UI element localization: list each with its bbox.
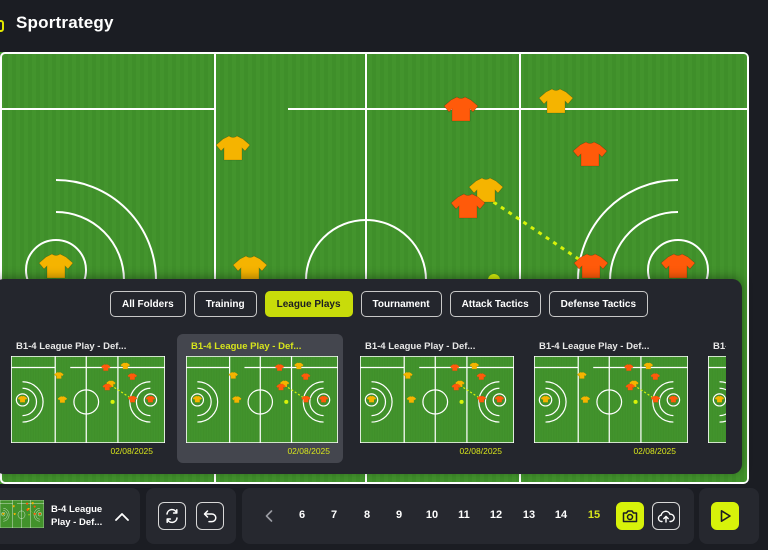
camera-button[interactable] — [616, 502, 644, 530]
cloud-upload-icon — [657, 510, 675, 523]
app-header: Sportrategy — [0, 0, 768, 48]
page-8[interactable]: 8 — [363, 509, 371, 521]
undo-icon — [203, 510, 217, 523]
play-card[interactable]: B1-4 League Play - Def... 02/08/2025 — [523, 334, 689, 463]
page-13[interactable]: 13 — [522, 509, 536, 521]
play-title: B1-4 League Play - Def... — [539, 341, 650, 352]
current-play-name: B-4 League Play - Def... — [51, 504, 103, 528]
play-list: B1-4 League Play - Def... 02/08/2025 B1-… — [0, 334, 726, 464]
play-date: 02/08/2025 — [459, 446, 502, 456]
current-play-thumbnail — [0, 500, 44, 528]
play-card[interactable]: B1-4 League Play - Def... 02/08/2025 — [0, 334, 166, 463]
play-thumbnail — [11, 356, 165, 443]
play-title: B1-4 League Play - Def... — [16, 341, 127, 352]
play-thumbnail — [360, 356, 514, 443]
tab-attack-tactics[interactable]: Attack Tactics — [449, 291, 541, 317]
play-thumbnail — [186, 356, 338, 443]
chevron-up-icon[interactable] — [113, 507, 131, 525]
play-title: B1-4 League Play - Def... — [365, 341, 476, 352]
logo-icon — [0, 20, 4, 32]
undo-button[interactable] — [196, 502, 224, 530]
chevron-left-icon[interactable] — [261, 507, 277, 525]
tab-training[interactable]: Training — [193, 291, 257, 317]
play-thumbnail — [534, 356, 688, 443]
page-9[interactable]: 9 — [395, 509, 403, 521]
tab-tournament[interactable]: Tournament — [360, 291, 442, 317]
play-icon — [720, 510, 731, 522]
play-title: B1- — [713, 341, 726, 352]
page-12[interactable]: 12 — [489, 509, 503, 521]
upload-button[interactable] — [652, 502, 680, 530]
play-card-selected[interactable]: B1-4 League Play - Def... 02/08/2025 — [177, 334, 343, 463]
play-date: 02/08/2025 — [633, 446, 676, 456]
swap-icon — [166, 508, 178, 524]
tab-all-folders[interactable]: All Folders — [110, 291, 186, 317]
play-title: B1-4 League Play - Def... — [191, 341, 302, 352]
page-10[interactable]: 10 — [425, 509, 439, 521]
action-box — [146, 488, 236, 544]
page-14[interactable]: 14 — [554, 509, 568, 521]
folder-tabs: All Folders Training League Plays Tourna… — [110, 291, 649, 317]
page-11[interactable]: 11 — [458, 509, 470, 521]
page-7[interactable]: 7 — [330, 509, 338, 521]
swap-button[interactable] — [158, 502, 186, 530]
app-title: Sportrategy — [16, 13, 114, 32]
camera-icon — [622, 510, 638, 523]
tab-defense-tactics[interactable]: Defense Tactics — [548, 291, 649, 317]
play-card[interactable]: B1-4 League Play - Def... 02/08/2025 — [349, 334, 515, 463]
page-6[interactable]: 6 — [298, 509, 306, 521]
right-edge — [752, 48, 768, 484]
tab-league-plays[interactable]: League Plays — [264, 291, 353, 317]
play-card-partial[interactable]: B1- — [697, 334, 726, 463]
play-thumbnail — [708, 356, 726, 443]
play-button[interactable] — [711, 502, 739, 530]
page-15-current[interactable]: 15 — [587, 509, 601, 521]
play-date: 02/08/2025 — [287, 446, 330, 456]
play-date: 02/08/2025 — [110, 446, 153, 456]
